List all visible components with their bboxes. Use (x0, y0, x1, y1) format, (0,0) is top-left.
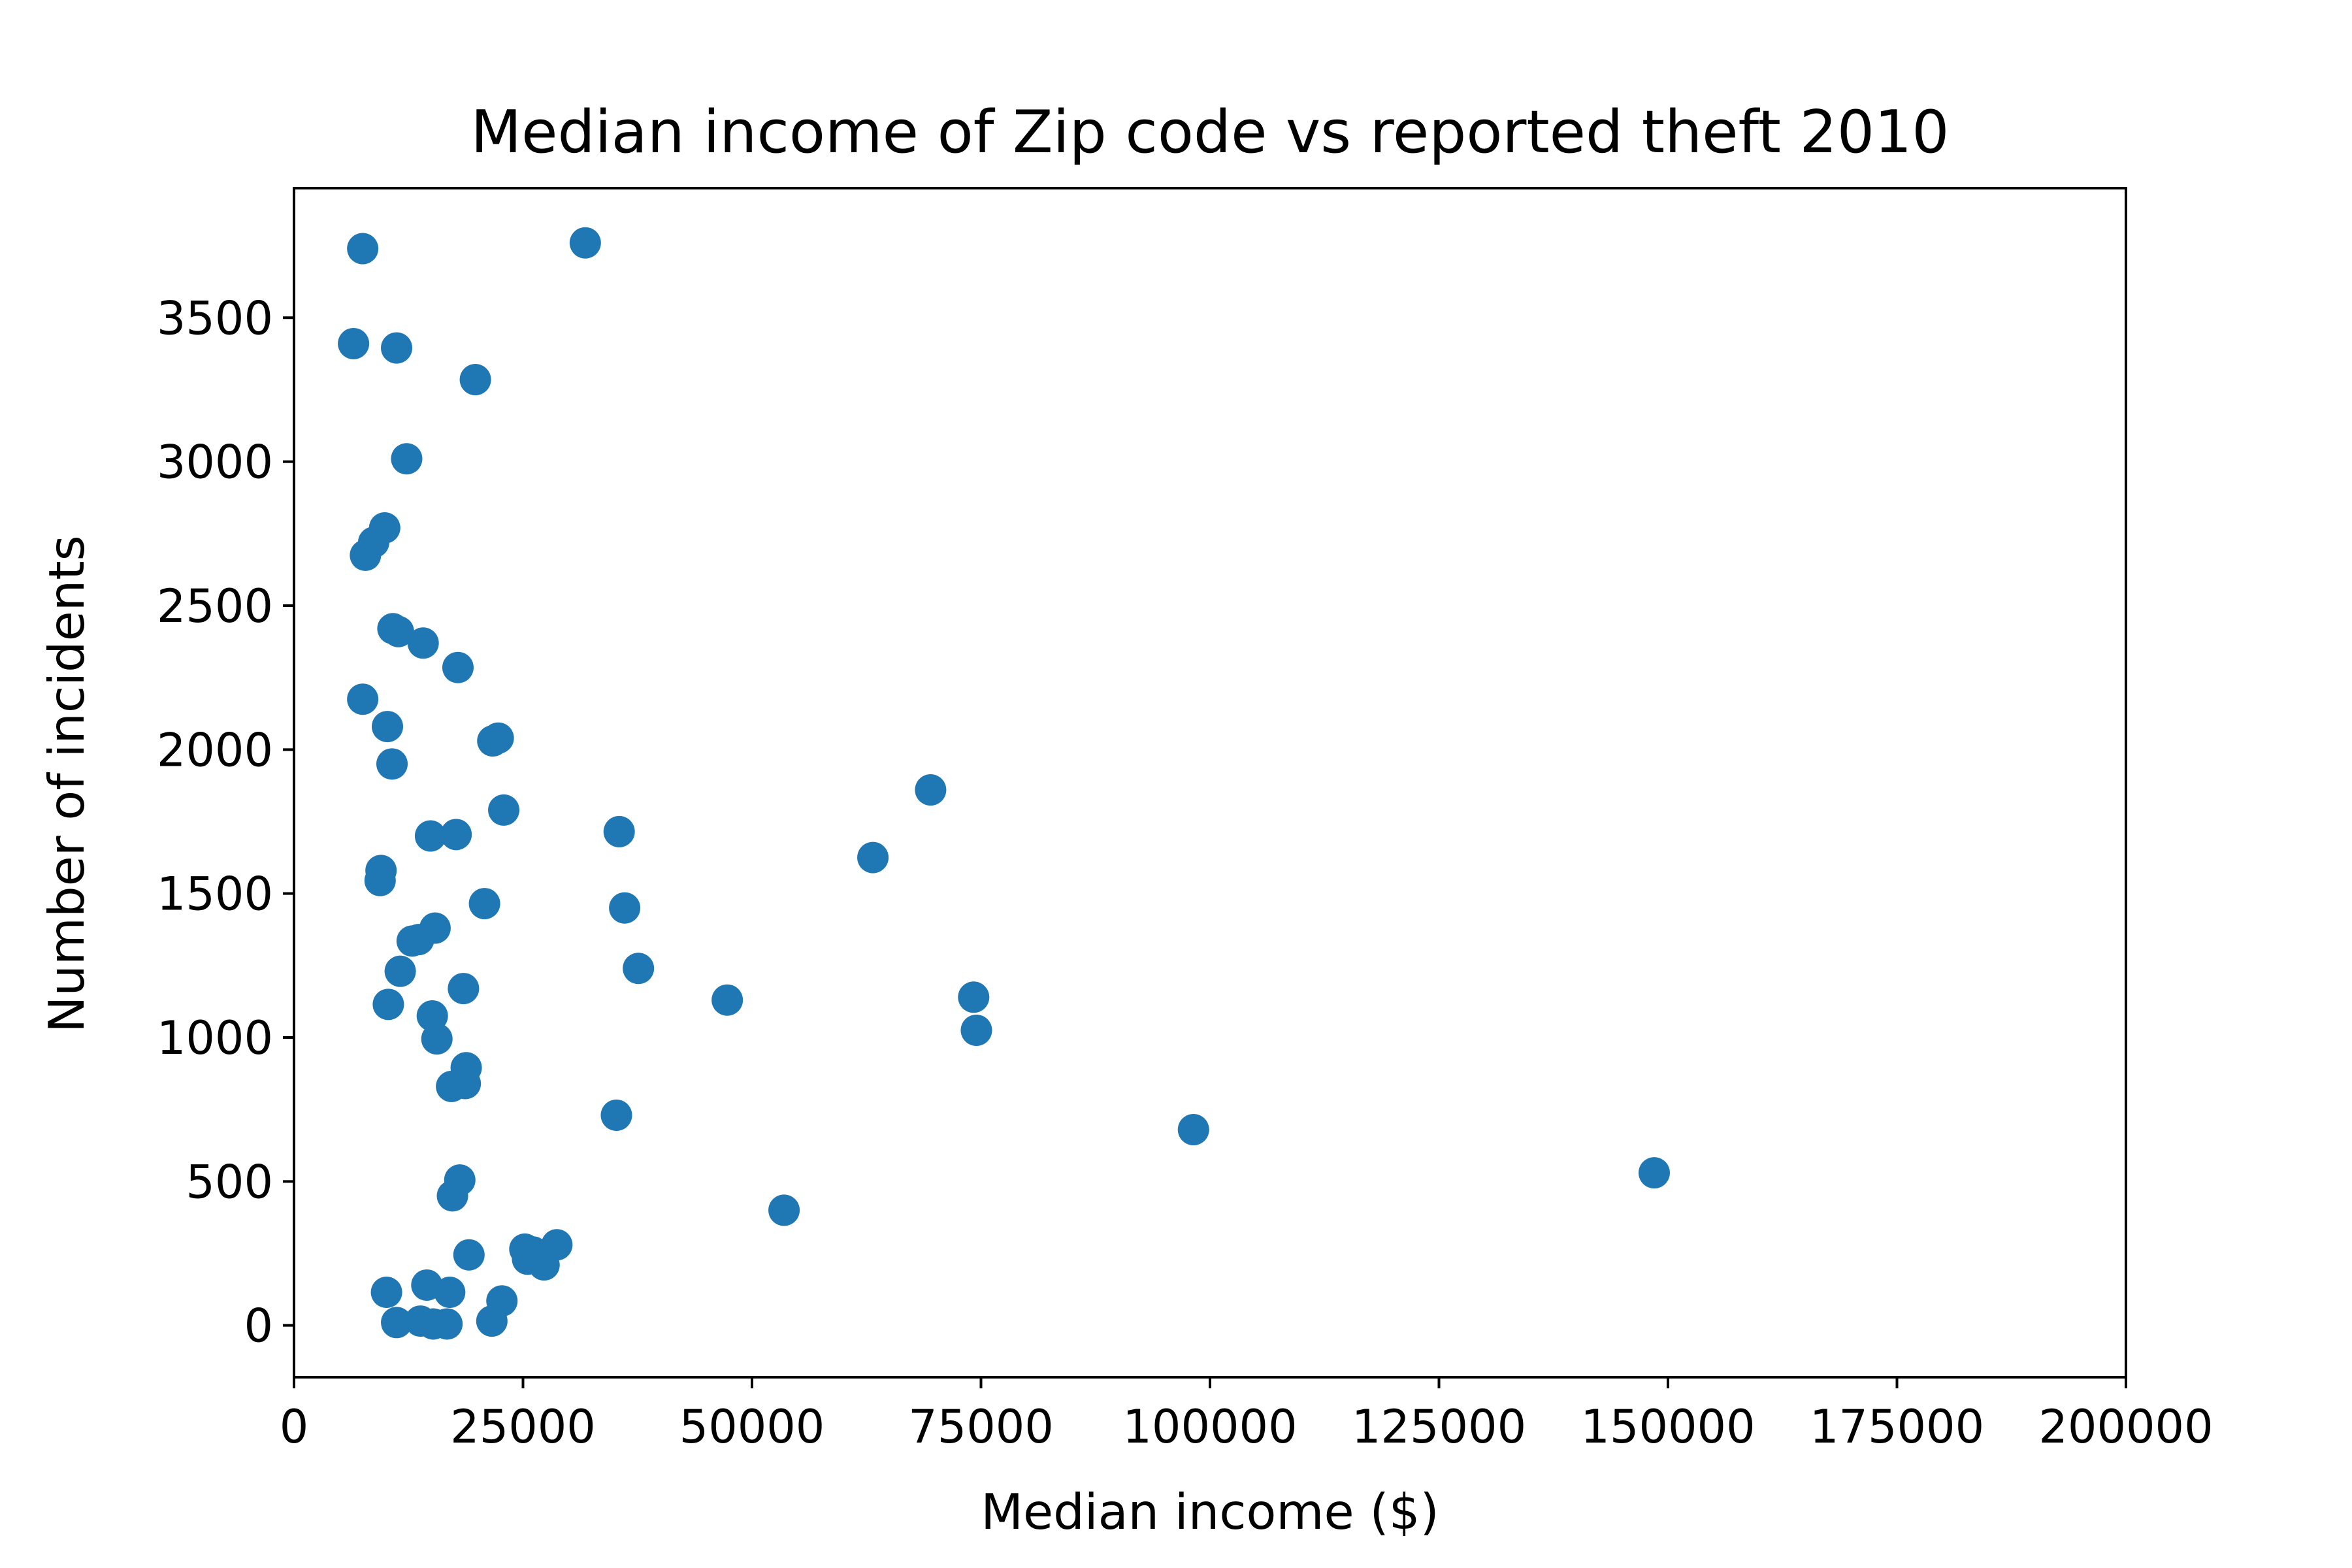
chart-title: Median income of Zip code vs reported th… (470, 98, 1949, 167)
data-point-21 (603, 815, 635, 847)
data-point-63 (476, 1305, 508, 1337)
data-point-43 (600, 1099, 632, 1131)
data-point-11 (407, 627, 439, 659)
data-point-46 (1638, 1157, 1670, 1189)
data-point-26 (468, 888, 500, 920)
data-point-3 (381, 332, 413, 364)
data-point-8 (350, 539, 382, 571)
data-point-0 (338, 327, 370, 359)
data-point-2 (569, 227, 601, 259)
data-point-10 (382, 615, 414, 647)
data-point-36 (372, 988, 404, 1021)
data-point-25 (364, 864, 396, 896)
y-axis-label: Number of incidents (38, 535, 95, 1032)
x-tick-label-3: 75000 (908, 1400, 1054, 1454)
x-tick-label-8: 200000 (2038, 1400, 2213, 1454)
x-tick-label-7: 175000 (1810, 1400, 1984, 1454)
data-point-17 (482, 722, 514, 754)
data-point-38 (448, 973, 480, 1005)
data-point-48 (768, 1194, 800, 1226)
data-point-35 (960, 1014, 992, 1046)
data-point-62 (431, 1308, 463, 1340)
data-point-42 (449, 1068, 482, 1100)
x-axis-ticks: 0 25000 50000 75000 100000 125000 150000 175000… (280, 1377, 2213, 1454)
y-tick-label-3: 1500 (157, 868, 273, 921)
y-tick-label-4: 2000 (157, 723, 273, 777)
data-point-13 (347, 683, 379, 715)
data-point-32 (623, 953, 655, 985)
data-point-15 (376, 748, 408, 780)
data-point-18 (488, 794, 520, 826)
x-tick-label-2: 50000 (679, 1400, 825, 1454)
y-tick-label-7: 3500 (157, 291, 273, 345)
data-point-19 (915, 774, 947, 806)
data-point-54 (541, 1229, 573, 1261)
data-points (338, 227, 1670, 1340)
data-point-12 (442, 651, 474, 683)
y-tick-label-6: 3000 (157, 436, 273, 489)
data-point-20 (857, 841, 889, 874)
y-tick-label-2: 1000 (157, 1011, 273, 1065)
data-point-57 (434, 1277, 466, 1308)
data-point-27 (609, 892, 641, 924)
plot-frame (293, 187, 2127, 1379)
y-tick-label-5: 2500 (157, 580, 273, 633)
data-point-49 (453, 1239, 485, 1271)
y-axis-ticks: 0 500 1000 1500 2000 2500 3000 3500 (157, 291, 294, 1353)
x-axis-label: Median income ($) (981, 1483, 1439, 1541)
data-point-23 (440, 819, 472, 851)
data-point-1 (347, 233, 379, 265)
y-tick-label-0: 0 (244, 1299, 273, 1353)
x-tick-label-0: 0 (280, 1400, 309, 1454)
data-point-33 (711, 984, 743, 1016)
x-tick-label-4: 100000 (1122, 1400, 1297, 1454)
x-tick-label-6: 150000 (1580, 1400, 1755, 1454)
data-point-34 (958, 981, 990, 1013)
data-point-44 (1177, 1114, 1209, 1146)
data-point-22 (414, 820, 446, 852)
data-point-47 (436, 1180, 468, 1212)
y-tick-label-1: 500 (186, 1155, 273, 1209)
data-point-30 (402, 924, 434, 956)
data-point-39 (421, 1023, 453, 1055)
data-point-31 (384, 955, 416, 987)
data-point-55 (370, 1277, 402, 1308)
x-tick-label-5: 125000 (1352, 1400, 1526, 1454)
data-point-4 (459, 364, 491, 396)
x-tick-label-1: 25000 (450, 1400, 596, 1454)
data-point-14 (372, 711, 404, 743)
data-point-59 (381, 1307, 413, 1339)
data-point-5 (391, 443, 423, 475)
